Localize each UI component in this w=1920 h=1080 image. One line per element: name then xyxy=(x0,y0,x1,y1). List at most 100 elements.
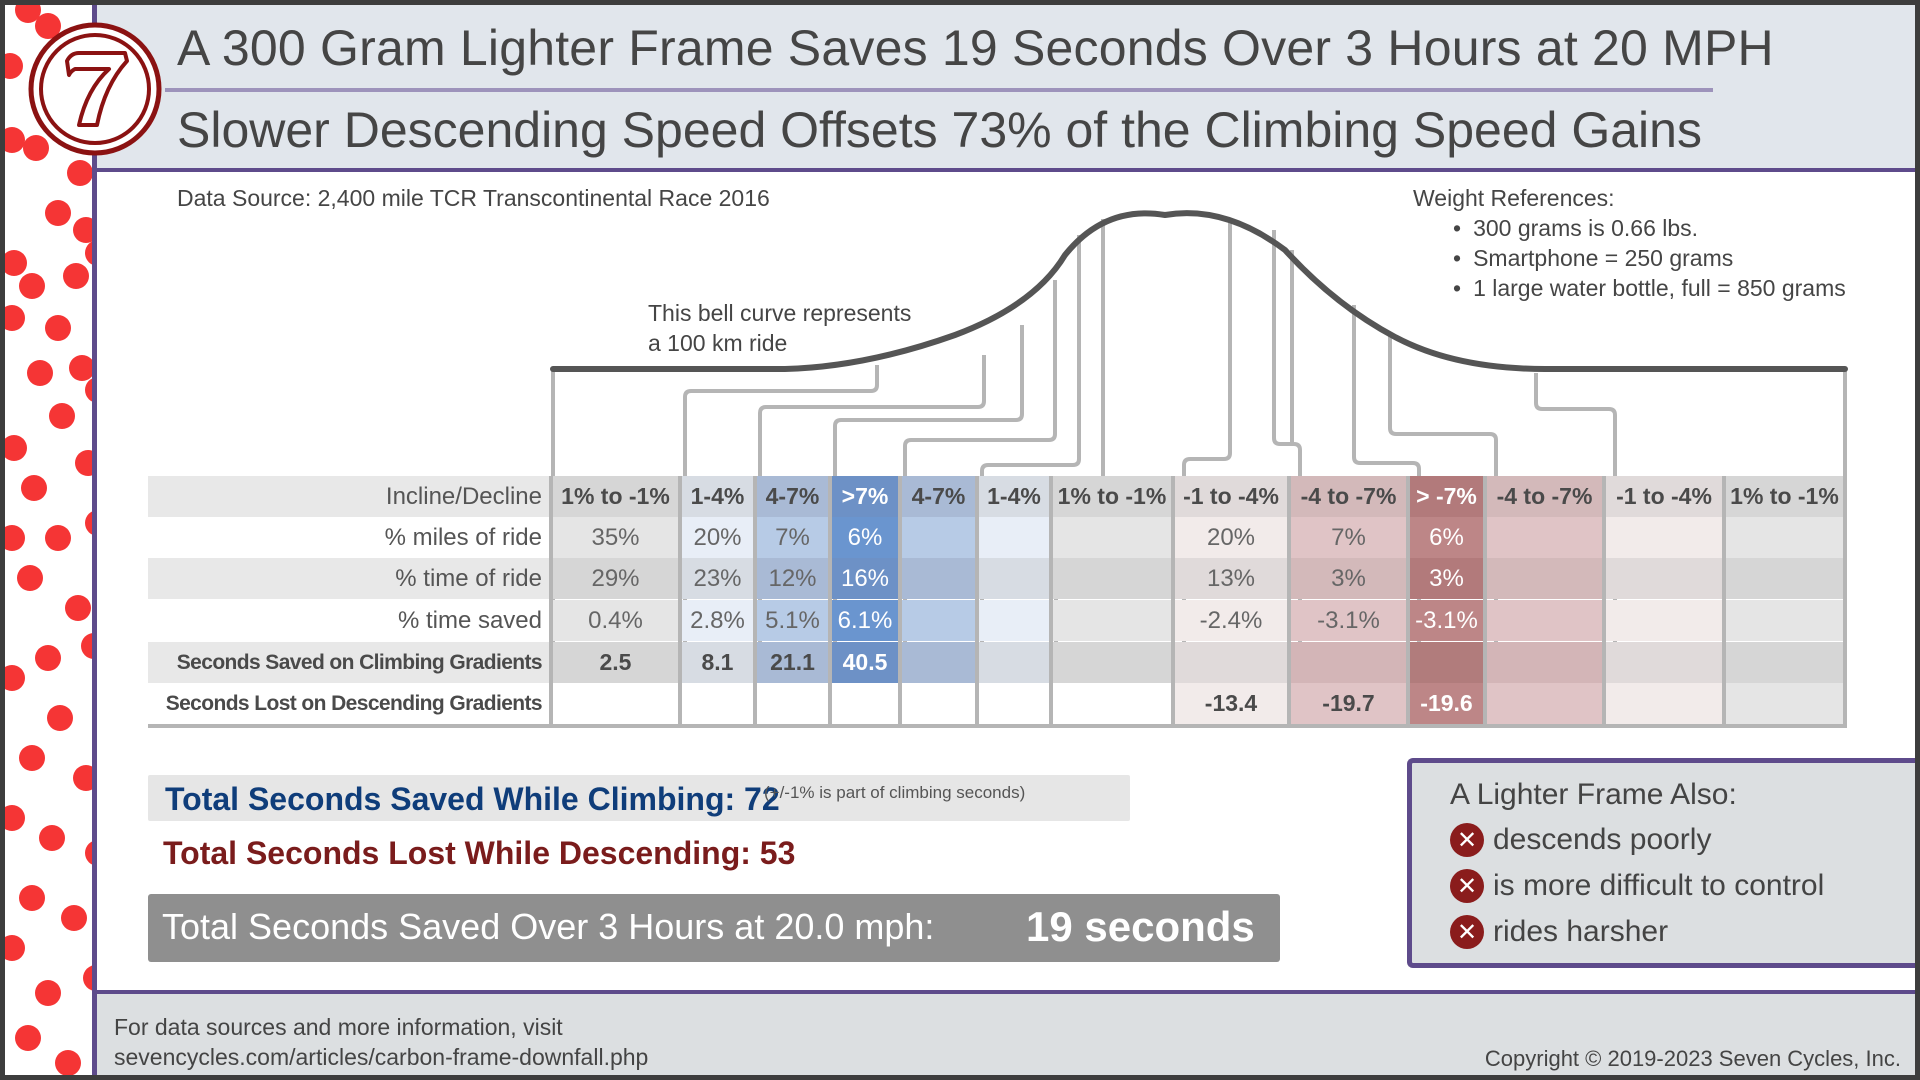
table-cell: -2.4% xyxy=(1173,600,1289,641)
polka-dot xyxy=(63,263,89,289)
table-cell: 3% xyxy=(1289,558,1408,599)
table-cell: 2.5 xyxy=(551,642,680,683)
table-cell xyxy=(1604,600,1724,641)
weight-ref-item: 1 large water bottle, full = 850 grams xyxy=(1453,273,1846,303)
grade-header-cell: 1-4% xyxy=(977,476,1051,517)
grade-header-cell: 1-4% xyxy=(680,476,755,517)
climbing-note: (+/-1% is part of climbing seconds) xyxy=(764,783,1026,802)
header xyxy=(97,5,1915,168)
table-cell: 6% xyxy=(1408,517,1485,558)
infographic: A 300 Gram Lighter Frame Saves 19 Second… xyxy=(5,5,1915,1075)
row-label: % miles of ride xyxy=(148,517,556,558)
table-cell xyxy=(1604,517,1724,558)
table-cell: 20% xyxy=(680,517,755,558)
footer-link[interactable]: sevencycles.com/articles/carbon-frame-do… xyxy=(114,1044,649,1070)
bell-curve-note: This bell curve represents a 100 km ride xyxy=(648,300,912,356)
table-cell: 3% xyxy=(1408,558,1485,599)
total-climbing-seconds: Total Seconds Saved While Climbing: 72 xyxy=(165,781,780,817)
table-cell xyxy=(551,683,680,724)
polka-dot xyxy=(67,160,92,186)
polka-dot xyxy=(5,305,25,331)
also-item: ✕ descends poorly xyxy=(1450,823,1711,857)
grade-header-cell: 1% to -1% xyxy=(551,476,680,517)
polka-dot xyxy=(75,450,92,476)
table-cell: 2.8% xyxy=(680,600,755,641)
column-separator xyxy=(898,476,902,728)
table-cell xyxy=(900,683,977,724)
table-cell xyxy=(1604,683,1724,724)
column-separator xyxy=(1171,476,1175,728)
table-cell xyxy=(900,642,977,683)
grade-header-cell: >7% xyxy=(830,476,900,517)
table-cell: 40.5 xyxy=(830,642,900,683)
polka-dot xyxy=(85,510,92,536)
copyright: Copyright © 2019-2023 Seven Cycles, Inc. xyxy=(1484,1046,1901,1071)
polka-dot xyxy=(83,965,92,991)
bell-curve-diagram xyxy=(550,210,1848,722)
table-cell xyxy=(1485,683,1604,724)
column-separator xyxy=(549,476,553,728)
polka-dot xyxy=(55,1050,81,1075)
polka-dot xyxy=(73,765,92,791)
table-cell xyxy=(977,642,1051,683)
polka-dot xyxy=(19,745,45,771)
x-circle-icon: ✕ xyxy=(1450,823,1484,857)
polka-dot xyxy=(69,355,92,381)
polka-dot xyxy=(15,1025,41,1051)
polka-dot xyxy=(85,840,92,866)
grade-header-cell: -1 to -4% xyxy=(1173,476,1289,517)
polka-dot xyxy=(15,5,41,23)
table-baseline xyxy=(148,724,1847,728)
grade-header-cell: -4 to -7% xyxy=(1485,476,1604,517)
polka-dot xyxy=(19,273,45,299)
polka-dot xyxy=(19,885,45,911)
row-label: Seconds Saved on Climbing Gradients xyxy=(148,642,556,683)
polka-dot xyxy=(45,200,71,226)
table-cell: -3.1% xyxy=(1408,600,1485,641)
table-cell xyxy=(1485,600,1604,641)
table-cell xyxy=(1604,642,1724,683)
grade-header-cell: -1 to -4% xyxy=(1604,476,1724,517)
table-cell xyxy=(1485,517,1604,558)
polka-dot xyxy=(21,475,47,501)
table-cell xyxy=(1724,600,1845,641)
grade-header-cell: 4-7% xyxy=(900,476,977,517)
column-separator xyxy=(1843,476,1847,728)
column-separator xyxy=(828,476,832,728)
table-cell: 13% xyxy=(1173,558,1289,599)
polka-dot xyxy=(61,905,87,931)
polka-dot xyxy=(5,935,25,961)
grade-header-cell: 4-7% xyxy=(755,476,830,517)
total-saved-value: 19 seconds xyxy=(1026,903,1255,950)
table-cell: 6.1% xyxy=(830,600,900,641)
row-label: Incline/Decline xyxy=(148,476,556,517)
table-cell xyxy=(1051,642,1173,683)
row-label: % time saved xyxy=(148,600,556,641)
column-separator xyxy=(1602,476,1606,728)
table-cell xyxy=(1173,642,1289,683)
row-label: % time of ride xyxy=(148,558,556,599)
table-cell xyxy=(900,600,977,641)
table-cell xyxy=(900,517,977,558)
polka-dot xyxy=(81,633,92,659)
polka-dot xyxy=(73,217,92,243)
table-cell: 0.4% xyxy=(551,600,680,641)
polka-dot xyxy=(49,403,75,429)
polka-dot xyxy=(85,240,92,266)
table-cell: -3.1% xyxy=(1289,600,1408,641)
also-box-title: A Lighter Frame Also: xyxy=(1450,778,1737,811)
weight-references-title: Weight References: xyxy=(1413,185,1615,211)
table-cell xyxy=(1724,683,1845,724)
total-climbing-box: Total Seconds Saved While Climbing: 72 (… xyxy=(148,775,1130,821)
weight-ref-item: Smartphone = 250 grams xyxy=(1453,243,1846,273)
table-cell xyxy=(830,683,900,724)
polka-dot xyxy=(5,250,27,276)
polka-dot xyxy=(39,825,65,851)
also-item: ✕ is more difficult to control xyxy=(1450,869,1824,903)
polka-dot xyxy=(5,53,23,79)
table-cell xyxy=(1604,558,1724,599)
polka-dot xyxy=(17,565,43,591)
polka-dot xyxy=(5,805,25,831)
title-divider xyxy=(165,88,1713,92)
grade-header-cell: > -7% xyxy=(1408,476,1485,517)
